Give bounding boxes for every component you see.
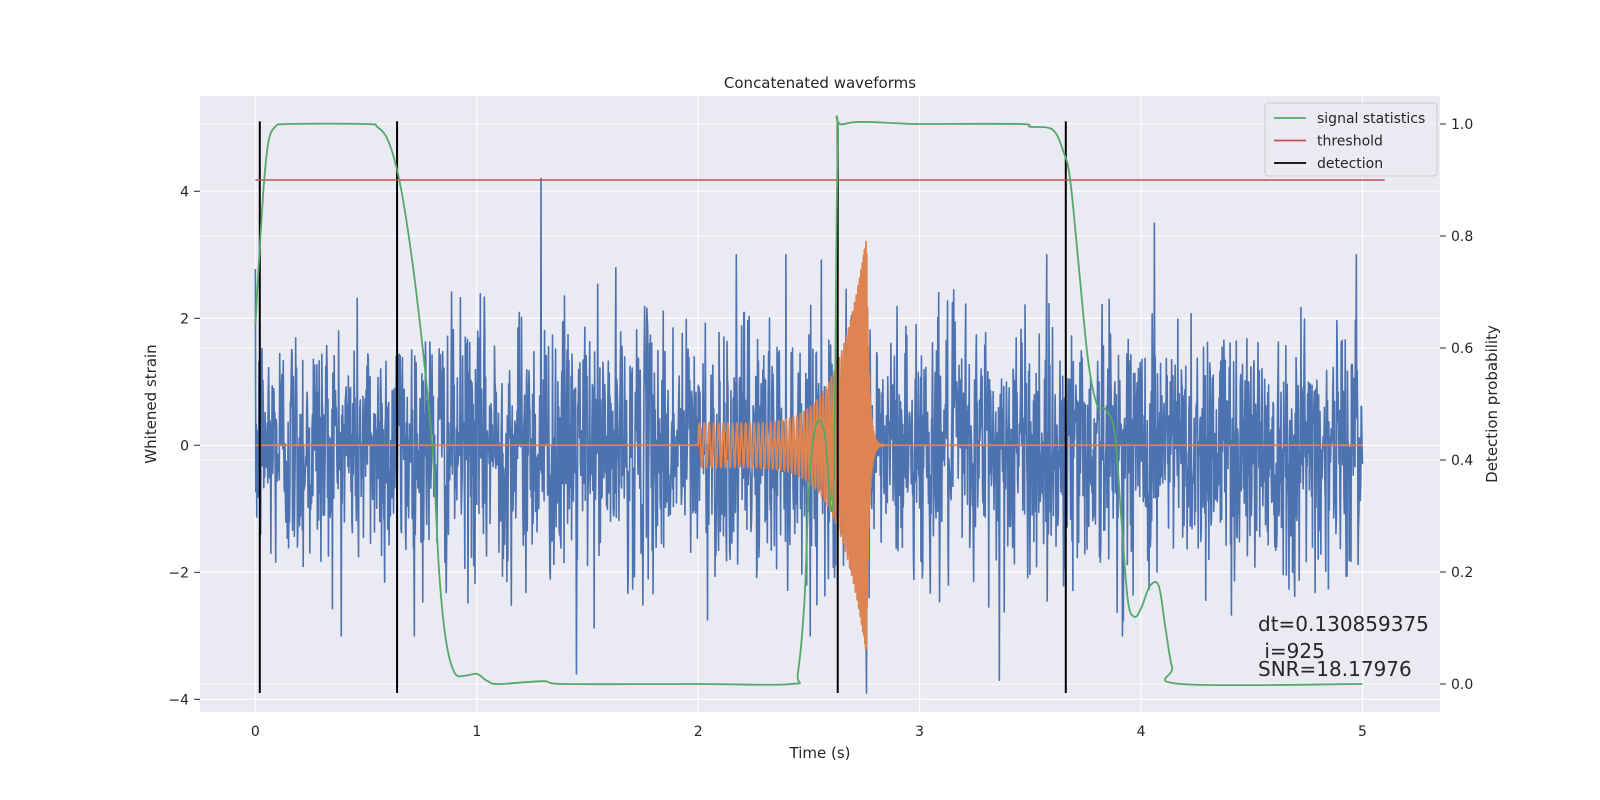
y-right-tick-label-3: 0.6 — [1451, 341, 1473, 357]
legend-label-detection: detection — [1317, 156, 1383, 172]
y-left-axis-label: Whitened strain — [142, 344, 160, 463]
chart-title: Concatenated waveforms — [724, 74, 916, 92]
x-tick-label-3: 3 — [915, 724, 924, 740]
x-tick-label-4: 4 — [1137, 724, 1146, 740]
y-right-axis-ticks: 0.0 0.2 0.4 0.6 0.8 1.0 — [1440, 117, 1473, 693]
x-axis-ticks: 0 1 2 3 4 5 — [251, 724, 1367, 740]
x-tick-label-1: 1 — [472, 724, 481, 740]
annotation-1: i=925 — [1258, 639, 1325, 663]
y-right-tick-label-2: 0.4 — [1451, 453, 1473, 469]
y-left-tick-label-2: 0 — [180, 438, 189, 454]
legend-label-threshold: threshold — [1317, 134, 1383, 150]
y-left-tick-label-0: −4 — [168, 692, 189, 708]
y-right-tick-label-4: 0.8 — [1451, 229, 1473, 245]
legend: signal statistics threshold detection — [1264, 102, 1438, 177]
y-left-axis-ticks: −4 −2 0 2 4 — [168, 184, 200, 708]
series-layer — [254, 115, 1385, 694]
legend-box — [1264, 102, 1438, 177]
series-template — [255, 240, 1363, 650]
series-signal-statistics — [254, 115, 1363, 687]
y-left-tick-label-4: 4 — [180, 184, 189, 200]
y-left-tick-label-1: −2 — [168, 565, 189, 581]
y-left-tick-label-3: 2 — [180, 311, 189, 327]
x-tick-label-2: 2 — [694, 724, 703, 740]
y-right-tick-label-0: 0.0 — [1451, 677, 1473, 693]
series-whitened-strain — [254, 177, 1364, 694]
y-right-axis-label: Detection probability — [1483, 325, 1501, 483]
annotation-0: dt=0.130859375 — [1258, 612, 1429, 636]
x-axis-label: Time (s) — [789, 744, 851, 762]
x-tick-label-5: 5 — [1358, 724, 1367, 740]
y-right-tick-label-5: 1.0 — [1451, 117, 1473, 133]
grid — [200, 96, 1440, 712]
annotation-2: SNR=18.17976 — [1258, 657, 1412, 681]
legend-label-signal-statistics: signal statistics — [1317, 111, 1425, 127]
x-tick-label-0: 0 — [251, 724, 260, 740]
y-right-tick-label-1: 0.2 — [1451, 565, 1473, 581]
